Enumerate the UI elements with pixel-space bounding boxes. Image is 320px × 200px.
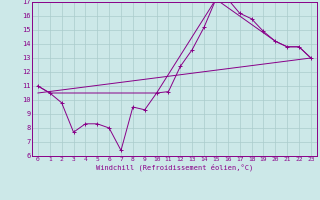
X-axis label: Windchill (Refroidissement éolien,°C): Windchill (Refroidissement éolien,°C) [96, 164, 253, 171]
